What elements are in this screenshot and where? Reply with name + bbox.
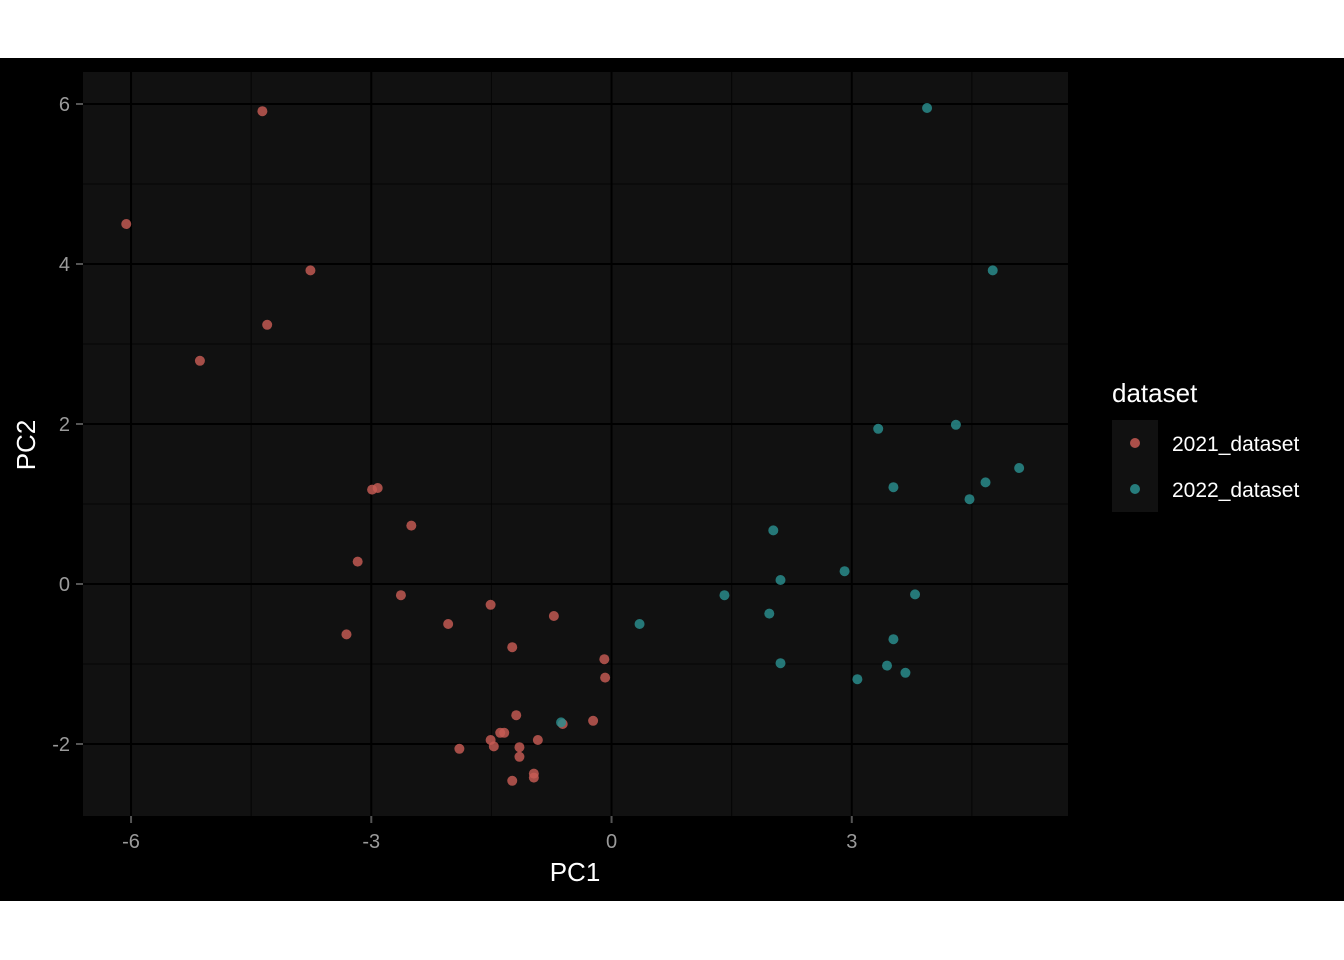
major-gridlines [83, 72, 1068, 816]
data-point-2021_dataset [488, 741, 499, 752]
data-point-2021_dataset [194, 355, 205, 366]
tick-labels: -6 -3 0 3 -2 0 2 4 6 [52, 94, 857, 853]
data-point-2022_dataset [764, 608, 775, 619]
data-point-2022_dataset [888, 482, 899, 493]
data-point-2021_dataset [507, 775, 518, 786]
data-point-2021_dataset [600, 672, 611, 683]
y-tick-label: -2 [52, 734, 70, 756]
data-point-2022_dataset [882, 660, 893, 671]
y-tick-label: 0 [59, 574, 70, 596]
data-point-2022_dataset [634, 619, 645, 629]
y-axis-title: PC2 [11, 420, 41, 471]
data-point-2022_dataset [964, 494, 975, 505]
data-point-2022_dataset [719, 590, 730, 601]
data-point-2021_dataset [341, 629, 352, 640]
data-point-2021_dataset [599, 654, 610, 665]
data-point-2021_dataset [511, 710, 522, 721]
data-point-2021_dataset [532, 735, 543, 745]
legend-label: 2021_dataset [1172, 433, 1299, 456]
legend-title: dataset [1112, 378, 1198, 408]
data-point-2022_dataset [980, 477, 991, 488]
data-point-2021_dataset [372, 483, 383, 493]
data-point-2021_dataset [305, 265, 316, 276]
data-points [121, 103, 1025, 786]
x-tick-label: 0 [606, 831, 617, 853]
y-tick-label: 2 [59, 414, 70, 436]
data-point-2022_dataset [888, 634, 899, 645]
data-point-2022_dataset [922, 103, 933, 113]
legend: dataset 2021_dataset 2022_dataset [1112, 378, 1299, 512]
data-point-2021_dataset [262, 319, 273, 330]
legend-key-2021_dataset [1130, 438, 1140, 448]
data-point-2022_dataset [839, 566, 850, 577]
y-tick-label: 4 [59, 254, 70, 276]
data-point-2021_dataset [528, 772, 539, 783]
data-point-2021_dataset [454, 743, 465, 754]
legend-key-2022_dataset [1130, 484, 1140, 494]
data-point-2021_dataset [443, 619, 454, 629]
plot-panel [83, 72, 1068, 816]
data-point-2022_dataset [852, 674, 863, 685]
data-point-2022_dataset [775, 658, 786, 669]
data-point-2021_dataset [257, 106, 268, 117]
minor-gridlines [83, 72, 1068, 816]
y-tick-label: 6 [59, 94, 70, 116]
data-point-2022_dataset [556, 717, 567, 728]
data-point-2022_dataset [910, 589, 921, 600]
data-point-2021_dataset [514, 751, 525, 762]
legend-label: 2022_dataset [1172, 479, 1299, 502]
axis-ticks [76, 103, 853, 823]
data-point-2022_dataset [873, 423, 884, 434]
data-point-2021_dataset [514, 742, 525, 753]
x-tick-label: -6 [122, 831, 140, 853]
data-point-2021_dataset [121, 219, 132, 229]
data-point-2022_dataset [775, 575, 786, 585]
x-tick-label: -3 [362, 831, 380, 853]
data-point-2021_dataset [548, 611, 559, 621]
data-point-2021_dataset [352, 556, 363, 567]
data-point-2022_dataset [950, 419, 961, 430]
data-point-2022_dataset [1014, 463, 1025, 473]
data-point-2021_dataset [406, 520, 417, 531]
data-point-2021_dataset [485, 599, 496, 610]
data-point-2021_dataset [588, 715, 599, 726]
data-point-2022_dataset [768, 525, 779, 536]
x-tick-label: 3 [846, 831, 857, 853]
data-point-2021_dataset [495, 727, 506, 738]
data-point-2021_dataset [395, 590, 406, 601]
data-point-2022_dataset [900, 667, 911, 678]
legend-key-background [1112, 420, 1158, 512]
x-axis-title: PC1 [550, 857, 601, 887]
data-point-2021_dataset [507, 642, 518, 653]
data-point-2022_dataset [987, 265, 998, 276]
